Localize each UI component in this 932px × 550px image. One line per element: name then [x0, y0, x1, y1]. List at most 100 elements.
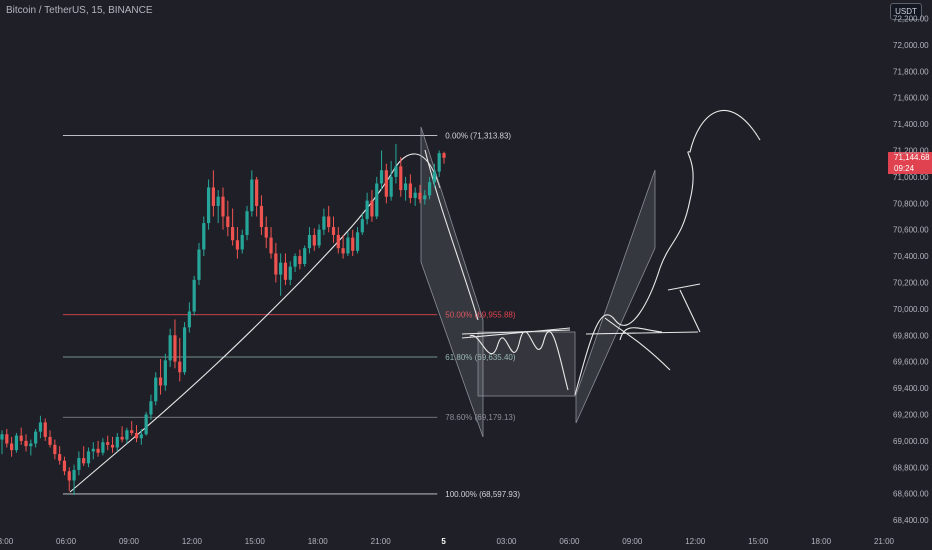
price-tick-label: 69,800.00	[893, 331, 929, 340]
time-tick-label: 09:00	[119, 537, 140, 546]
candle-body	[62, 460, 67, 472]
price-tick-label: 72,200.00	[893, 14, 929, 23]
price-tick-label: 71,000.00	[893, 173, 929, 182]
price-tick-label: 70,000.00	[893, 305, 929, 314]
candle-body	[327, 216, 331, 228]
last-price-badge: 71,144.68 09:24	[888, 152, 932, 174]
candle-body	[106, 442, 110, 445]
candle-body	[115, 436, 119, 448]
candle-body	[226, 216, 230, 228]
price-tick-label: 70,200.00	[893, 278, 929, 287]
up-move-drawing	[574, 109, 761, 396]
candle-body	[379, 170, 384, 184]
price-tick-label: 69,400.00	[893, 384, 929, 393]
candle-body	[158, 377, 163, 386]
candle-body	[10, 443, 14, 451]
fib-level-label: 78.60% (69,179.13)	[445, 413, 516, 422]
candle-body	[14, 435, 19, 451]
candle-body	[19, 435, 23, 441]
candle-body	[77, 458, 81, 470]
candle-body	[24, 440, 28, 447]
time-tick-label: 18:00	[308, 537, 329, 546]
range-box-shape	[477, 331, 576, 397]
fib-retracement[interactable]: 0.00% (71,313.83) 50.00% (69,955.88) 61.80…	[62, 131, 520, 499]
candle-body	[269, 237, 273, 254]
down-channel-shape	[420, 126, 484, 438]
user-drawings[interactable]	[69, 109, 761, 493]
candle-body	[442, 153, 446, 158]
candle-body	[250, 179, 254, 212]
time-tick-label: 5	[441, 537, 446, 546]
candle-body	[389, 176, 393, 197]
price-tick-label: 69,200.00	[893, 410, 929, 419]
candle-body	[240, 234, 244, 250]
candle-body	[336, 234, 340, 249]
currency-button[interactable]: USDT	[890, 3, 922, 20]
candle-body	[130, 430, 134, 433]
candle-body	[197, 249, 201, 280]
candle-body	[245, 211, 249, 235]
candle-body	[163, 360, 167, 386]
price-tick-label: 71,200.00	[893, 146, 929, 155]
candle-body	[211, 187, 215, 206]
fib-level-label: 0.00% (71,313.83)	[445, 131, 511, 140]
candle-body	[303, 248, 307, 264]
candle-body	[331, 227, 336, 235]
candle-body	[216, 196, 220, 206]
candle-body	[43, 422, 47, 437]
candle-body	[187, 311, 191, 328]
price-axis[interactable]: 72,200.00 72,000.00 71,800.00 71,600.00 71,4…	[893, 14, 929, 525]
price-tick-label: 72,000.00	[893, 41, 929, 50]
candle-body	[53, 444, 57, 455]
time-tick-label: 09:00	[622, 537, 643, 546]
candle-body	[144, 414, 148, 435]
candle-body	[82, 458, 86, 464]
candle-body	[235, 240, 240, 250]
candle-body	[279, 262, 283, 275]
candle-body	[355, 232, 360, 251]
candle-body	[312, 234, 316, 246]
candle-body	[182, 327, 187, 373]
candle-body	[418, 192, 422, 200]
candle-body	[298, 256, 302, 264]
candle-body	[264, 227, 268, 238]
candle-body	[192, 279, 196, 312]
chart-title: Bitcoin / TetherUS, 15, BINANCE	[6, 5, 153, 16]
candle-body	[154, 377, 158, 402]
price-tick-label: 71,800.00	[893, 67, 929, 76]
candle-body	[178, 361, 182, 373]
candle-body	[67, 471, 71, 481]
candle-body	[322, 216, 326, 230]
candle-body	[58, 454, 62, 461]
time-tick-label: 21:00	[371, 537, 392, 546]
candle-body	[221, 196, 225, 217]
candle-body	[317, 229, 321, 246]
time-axis[interactable]: 03:00 06:00 09:00 12:00 15:00 18:00 21:00 5 03:0…	[0, 537, 895, 546]
price-tick-label: 70,800.00	[893, 199, 929, 208]
candle-body	[365, 200, 369, 220]
candle-body	[86, 451, 91, 464]
candle-body	[206, 187, 211, 224]
time-tick-label: 06:00	[559, 537, 580, 546]
candle-body	[48, 436, 52, 445]
candle-body	[101, 442, 105, 453]
up-channel-shape	[575, 169, 656, 424]
time-tick-label: 12:00	[182, 537, 203, 546]
time-tick-label: 15:00	[748, 537, 769, 546]
candle-body	[202, 223, 206, 250]
candle-body	[29, 443, 33, 447]
candle-body	[274, 253, 278, 275]
candle-body	[255, 179, 259, 206]
candle-body	[394, 166, 398, 177]
candle-body	[120, 436, 124, 440]
candle-body	[351, 237, 355, 251]
candle-body	[307, 234, 312, 249]
time-tick-label: 06:00	[56, 537, 77, 546]
candle-body	[72, 469, 76, 481]
time-tick-label: 12:00	[685, 537, 706, 546]
candle-body	[370, 200, 374, 217]
price-tick-label: 68,600.00	[893, 490, 929, 499]
down-move-drawing	[424, 149, 479, 321]
candle-body	[375, 183, 379, 217]
